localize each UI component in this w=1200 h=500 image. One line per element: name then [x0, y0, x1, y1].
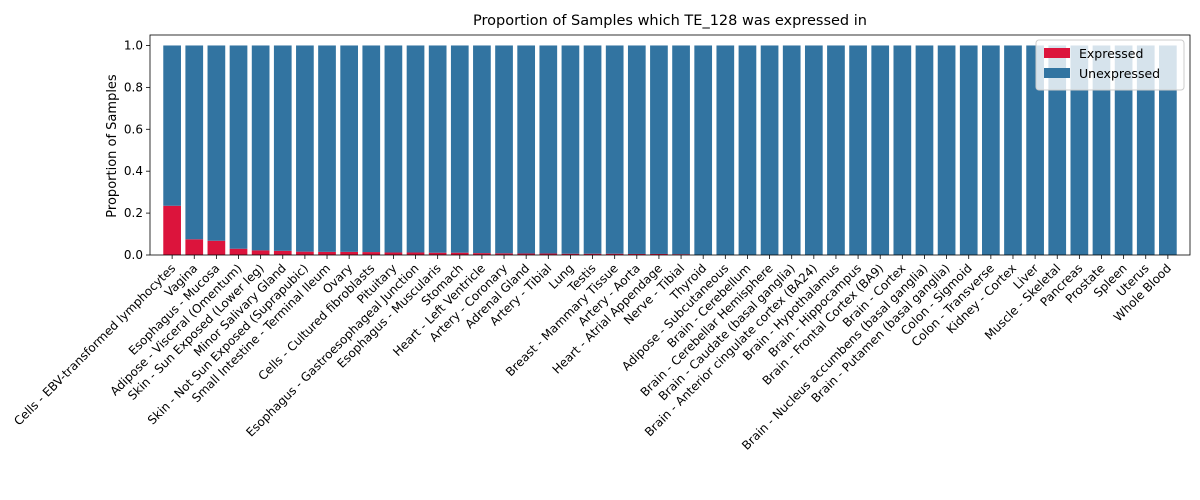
bar-expressed: [539, 253, 558, 255]
bar-unexpressed: [760, 45, 779, 255]
bar-expressed: [318, 251, 336, 255]
bar-unexpressed: [406, 45, 425, 253]
bar-expressed: [495, 253, 513, 255]
bar-expressed: [229, 248, 248, 255]
legend-box: [1035, 39, 1185, 91]
bar-expressed: [450, 252, 469, 255]
bar-expressed: [340, 251, 358, 255]
y-tick-label: 0.8: [124, 80, 143, 94]
bar-unexpressed: [849, 45, 867, 255]
bar-unexpressed: [694, 45, 713, 255]
bar-unexpressed: [318, 45, 336, 252]
bar-expressed: [473, 253, 491, 255]
legend-label: Unexpressed: [1079, 66, 1160, 81]
bar-unexpressed: [340, 45, 358, 252]
bar-expressed: [583, 253, 602, 255]
bar-unexpressed: [229, 45, 248, 249]
plot-area: [149, 34, 1191, 256]
bar-expressed: [561, 253, 580, 255]
bar-expressed: [251, 250, 270, 255]
bar-expressed: [384, 252, 403, 255]
bar-expressed: [650, 253, 668, 255]
bar-unexpressed: [583, 45, 602, 254]
bar-unexpressed: [495, 45, 513, 254]
bar-unexpressed: [1070, 45, 1089, 255]
y-tick-label: 0.6: [124, 122, 143, 136]
bar-unexpressed: [782, 45, 801, 255]
bar-unexpressed: [915, 45, 934, 255]
bar-unexpressed: [716, 45, 735, 255]
bar-unexpressed: [561, 45, 580, 254]
bar-unexpressed: [296, 45, 314, 252]
y-tick-label: 0.2: [124, 206, 143, 220]
y-axis: 0.0 0.2 0.4 0.6 0.8 1.0: [124, 38, 150, 262]
bar-expressed: [428, 252, 447, 255]
bar-unexpressed: [1136, 45, 1155, 255]
bar-expressed: [185, 239, 204, 255]
bar-unexpressed: [1026, 45, 1044, 255]
bar-unexpressed: [893, 45, 912, 255]
bar-expressed: [207, 240, 226, 255]
bar-expressed: [517, 253, 536, 255]
bar-expressed: [672, 254, 690, 255]
bar-unexpressed: [1048, 45, 1067, 255]
legend: Expressed Unexpressed: [1035, 39, 1185, 91]
bar-expressed: [296, 251, 314, 255]
bar-unexpressed: [827, 45, 845, 255]
bar-expressed: [627, 253, 646, 255]
bar-unexpressed: [650, 45, 668, 254]
bar-unexpressed: [871, 45, 890, 255]
bar-unexpressed: [1004, 45, 1022, 255]
bar-expressed: [362, 252, 381, 255]
bar-unexpressed: [428, 45, 447, 253]
bar-unexpressed: [672, 45, 690, 255]
bar-unexpressed: [804, 45, 823, 255]
bar-expressed: [163, 205, 181, 255]
y-axis-label: Proportion of Samples: [105, 74, 120, 218]
legend-swatch: [1044, 48, 1070, 58]
bar-unexpressed: [1159, 45, 1177, 255]
y-tick-label: 0.4: [124, 164, 143, 178]
x-axis: Cells - EBV-transformed lymphocytesVagin…: [11, 255, 1174, 453]
legend-label: Expressed: [1079, 46, 1143, 61]
bar-unexpressed: [473, 45, 491, 254]
bar-unexpressed: [1092, 45, 1111, 255]
y-tick-label: 0.0: [124, 248, 143, 262]
bar-unexpressed: [539, 45, 558, 254]
bar-unexpressed: [273, 45, 292, 251]
bar-unexpressed: [251, 45, 270, 251]
bar-unexpressed: [959, 45, 978, 255]
bar-unexpressed: [738, 45, 757, 255]
bar-expressed: [605, 253, 624, 255]
bar-expressed: [406, 252, 425, 255]
bar-unexpressed: [605, 45, 624, 254]
bar-unexpressed: [163, 45, 181, 206]
bar-unexpressed: [982, 45, 1000, 255]
legend-swatch: [1044, 68, 1070, 78]
bar-unexpressed: [207, 45, 226, 241]
bar-unexpressed: [937, 45, 956, 255]
bar-unexpressed: [384, 45, 403, 253]
bar-unexpressed: [627, 45, 646, 254]
bar-unexpressed: [517, 45, 536, 254]
bar-expressed: [273, 250, 292, 255]
y-tick-label: 1.0: [124, 38, 143, 52]
plot-frame: [149, 34, 1191, 256]
bar-unexpressed: [362, 45, 381, 253]
bar-unexpressed: [185, 45, 204, 240]
bar-unexpressed: [1114, 45, 1133, 255]
chart-title: Proportion of Samples which TE_128 was e…: [473, 13, 867, 29]
bar-unexpressed: [450, 45, 469, 253]
